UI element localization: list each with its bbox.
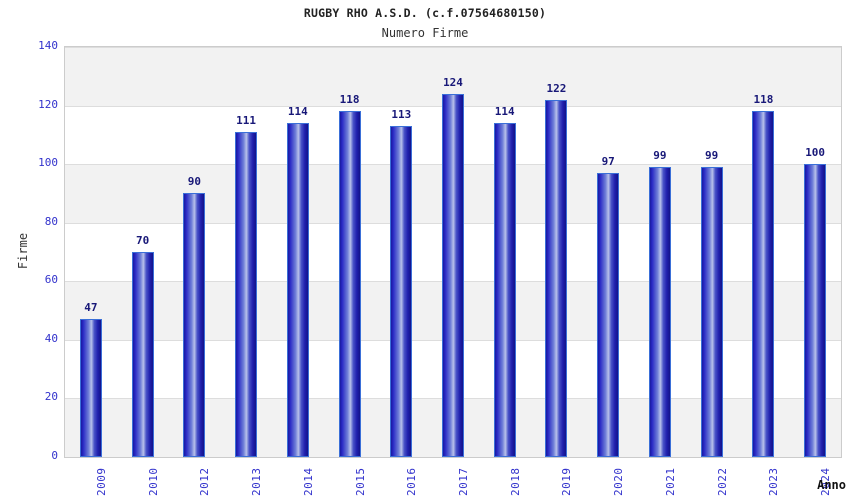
- bar[interactable]: [597, 172, 620, 457]
- bar-value-label: 111: [236, 113, 256, 127]
- y-tick-label: 60: [44, 273, 58, 287]
- bar[interactable]: [545, 99, 568, 457]
- x-tick-label: 2022: [715, 467, 729, 497]
- bar[interactable]: [183, 193, 206, 457]
- bar[interactable]: [131, 252, 154, 457]
- gridline: [65, 47, 841, 48]
- bar-value-label: 118: [339, 93, 360, 107]
- y-tick-label: 80: [44, 214, 58, 228]
- bar[interactable]: [286, 123, 309, 457]
- y-tick-label: 120: [38, 97, 58, 111]
- bar-value-label: 99: [653, 149, 667, 163]
- y-tick-label: 20: [44, 390, 58, 404]
- y-tick-label: 140: [38, 39, 58, 52]
- x-tick-label: 2019: [560, 467, 574, 497]
- bar[interactable]: [804, 164, 827, 457]
- bar-value-label: 114: [287, 105, 308, 119]
- bar[interactable]: [700, 167, 723, 457]
- x-tick-label: 2009: [94, 467, 108, 497]
- bar-value-label: 99: [705, 149, 719, 163]
- bar-value-label: 118: [753, 93, 774, 107]
- y-tick-label: 0: [51, 449, 58, 462]
- bar-value-label: 70: [135, 234, 150, 247]
- chart-title: RUGBY RHO A.S.D. (c.f.07564680150): [303, 6, 547, 20]
- bar-value-label: 47: [84, 301, 98, 315]
- x-tick-label: 2021: [663, 467, 677, 497]
- x-tick-label: 2017: [457, 467, 470, 497]
- x-tick-label: 2012: [198, 467, 212, 497]
- bar[interactable]: [79, 319, 102, 457]
- x-tick-label: 2023: [767, 467, 781, 497]
- bar[interactable]: [235, 131, 258, 457]
- x-axis-title: Anno: [817, 478, 846, 492]
- bar[interactable]: [752, 111, 775, 457]
- y-tick-label: 100: [38, 156, 58, 170]
- chart-subtitle: Numero Firme: [381, 26, 469, 40]
- bar-value-label: 114: [494, 105, 515, 119]
- x-tick-label: 2014: [301, 467, 315, 497]
- bar[interactable]: [493, 123, 516, 457]
- bar[interactable]: [390, 126, 413, 457]
- x-axis-ticks: 2009 2010 2012 2013 2014 2015 2016 2017 2018 2019…: [64, 462, 840, 502]
- x-tick-label: 2013: [250, 467, 264, 497]
- y-tick-label: 40: [44, 331, 58, 345]
- x-tick-label: 2020: [612, 467, 626, 497]
- x-tick-label: 2010: [146, 467, 160, 497]
- x-tick-label: 2018: [508, 467, 522, 497]
- bar[interactable]: [338, 111, 361, 457]
- plot-area: 47 70 90 111 114 118 113 124 114 122 97 99 99 118 100: [64, 46, 842, 458]
- bar[interactable]: [442, 93, 464, 457]
- y-axis-ticks: 0 20 40 60 80 100 120 140: [0, 39, 58, 462]
- bar-value-label: 113: [391, 108, 412, 122]
- bar-value-label: 90: [187, 175, 201, 189]
- x-tick-label: 2016: [405, 467, 419, 497]
- bar-value-label: 124: [443, 75, 463, 89]
- x-tick-label: 2015: [353, 467, 367, 497]
- bar-value-label: 100: [805, 146, 826, 160]
- bar[interactable]: [648, 167, 671, 457]
- bar-value-label: 122: [546, 81, 567, 95]
- bar-value-label: 97: [601, 154, 615, 168]
